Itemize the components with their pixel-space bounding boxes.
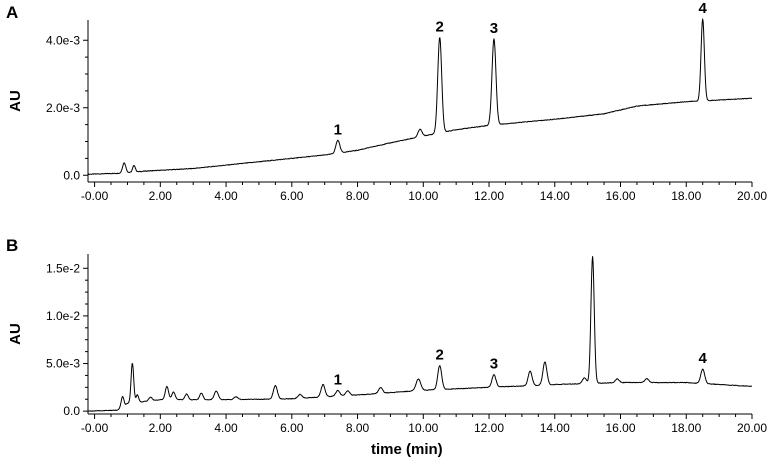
x-tick-label: 2.00 — [149, 189, 173, 203]
peak-label-2: 2 — [436, 347, 444, 364]
peak-label-3: 3 — [490, 356, 498, 373]
y-tick-label: 2.0e-3 — [46, 101, 80, 115]
panel-b: -0.00 2.00 4.00 6.00 8.00 10.00 12.00 14.00 16.0… — [6, 236, 767, 458]
x-tick-label: 12.00 — [474, 189, 504, 203]
x-tick-label: 14.00 — [540, 189, 570, 203]
x-tick-label: 18.00 — [671, 421, 701, 435]
y-tick-label: 1.0e-2 — [46, 309, 80, 323]
peak-label-1: 1 — [334, 121, 342, 138]
peak-label-4: 4 — [699, 0, 708, 17]
panel-label: A — [6, 3, 18, 22]
peak-label-3: 3 — [490, 20, 498, 37]
x-tick-label: 14.00 — [540, 421, 570, 435]
y-tick-label: 5.0e-3 — [46, 357, 80, 371]
x-tick-label: -0.00 — [81, 189, 109, 203]
x-tick-label: 6.00 — [280, 189, 304, 203]
panel-a: -0.00 2.00 4.00 6.00 8.00 10.00 12.00 14.00 16.0… — [6, 0, 767, 203]
y-axis-title: AU — [7, 323, 24, 345]
x-tick-label: 8.00 — [346, 189, 370, 203]
x-tick-label: 4.00 — [214, 421, 238, 435]
x-tick-label: 16.00 — [605, 189, 635, 203]
panel-label: B — [6, 236, 18, 255]
x-tick-label: 12.00 — [474, 421, 504, 435]
x-tick-label: 4.00 — [214, 189, 238, 203]
y-tick-label: 0.0 — [63, 168, 80, 182]
peak-label-2: 2 — [436, 18, 444, 35]
x-tick-label: 6.00 — [280, 421, 304, 435]
peak-label-1: 1 — [334, 371, 342, 388]
x-tick-label: 10.00 — [408, 421, 438, 435]
y-tick-label: 0.0 — [63, 404, 80, 418]
x-tick-label: 20.00 — [737, 421, 767, 435]
y-tick-label: 1.5e-2 — [46, 261, 80, 275]
x-tick-label: 10.00 — [408, 189, 438, 203]
x-axis-title: time (min) — [371, 441, 443, 458]
y-tick-label: 4.0e-3 — [46, 33, 80, 47]
chromatogram-trace — [87, 18, 753, 175]
peak-label-4: 4 — [699, 350, 708, 367]
x-tick-label: -0.00 — [81, 421, 109, 435]
x-tick-label: 16.00 — [605, 421, 635, 435]
chromatogram-trace — [87, 256, 753, 412]
x-tick-label: 8.00 — [346, 421, 370, 435]
x-tick-label: 2.00 — [149, 421, 173, 435]
x-tick-label: 18.00 — [671, 189, 701, 203]
y-axis-title: AU — [7, 90, 24, 112]
x-tick-label: 20.00 — [737, 189, 767, 203]
